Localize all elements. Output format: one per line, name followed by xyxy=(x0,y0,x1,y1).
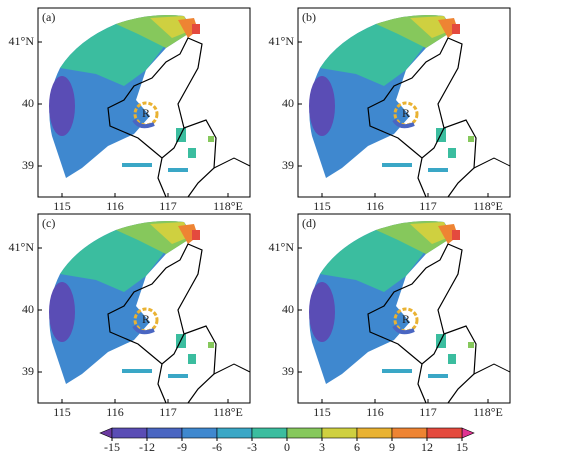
colorbar-segment xyxy=(426,427,463,439)
colorbar-segment xyxy=(251,427,288,439)
x-tick-label: 116 xyxy=(106,199,124,213)
x-tick-label: 115 xyxy=(313,405,331,419)
panel-label: (b) xyxy=(302,10,316,24)
panel-frame xyxy=(297,7,511,198)
x-tick-label: 118°E xyxy=(213,199,243,213)
x-tick-label: 117 xyxy=(419,199,437,213)
panel-label: (a) xyxy=(42,10,55,24)
map-panel: (b) R 115 116 117 118°E 41°N 40 39 xyxy=(269,7,512,213)
colorbar-tick-label: -9 xyxy=(177,440,187,454)
x-tick-label: 116 xyxy=(366,199,384,213)
radar-label: R xyxy=(402,312,410,326)
radar-label: R xyxy=(402,106,410,120)
colorbar-tick-label: -15 xyxy=(104,440,120,454)
x-tick-label: 118°E xyxy=(473,405,503,419)
colorbar-tick-label: 6 xyxy=(354,440,360,454)
colorbar-segment xyxy=(356,427,393,439)
x-tick-label: 116 xyxy=(106,405,124,419)
colorbar-tick-label: 12 xyxy=(421,440,433,454)
colorbar-segment xyxy=(181,427,218,439)
colorbar-segment xyxy=(321,427,358,439)
colorbar-segment xyxy=(111,427,148,439)
map-panel: (a) R 115 116 117 118°E 41°N 40 39 xyxy=(9,7,252,213)
x-tick-label: 115 xyxy=(313,199,331,213)
colorbar-segment xyxy=(146,427,183,439)
panel-frame xyxy=(37,7,251,198)
colorbar-end xyxy=(99,427,113,439)
colorbar-segment xyxy=(391,427,428,439)
colorbar-tick-label: -6 xyxy=(212,440,222,454)
y-tick-label: 39 xyxy=(22,158,34,172)
map-panel: (d) R 115 116 117 118°E 41°N 40 39 xyxy=(269,213,512,419)
colorbar-segment xyxy=(286,427,323,439)
x-tick-label: 118°E xyxy=(473,199,503,213)
radar-label: R xyxy=(142,312,150,326)
radar-label: R xyxy=(142,106,150,120)
panel-frame xyxy=(297,213,511,404)
y-tick-label: 39 xyxy=(282,364,294,378)
y-tick-label: 40 xyxy=(22,96,34,110)
colorbar-tick-label: -3 xyxy=(247,440,257,454)
y-tick-label: 41°N xyxy=(9,34,35,48)
y-tick-label: 40 xyxy=(282,302,294,316)
y-tick-label: 41°N xyxy=(269,240,295,254)
colorbar-end xyxy=(461,427,475,439)
y-tick-label: 39 xyxy=(22,364,34,378)
x-tick-label: 117 xyxy=(159,199,177,213)
y-tick-label: 40 xyxy=(22,302,34,316)
colorbar-tick-label: 0 xyxy=(284,440,290,454)
colorbar-segment xyxy=(216,427,253,439)
colorbar-tick-label: 15 xyxy=(456,440,468,454)
y-tick-label: 41°N xyxy=(269,34,295,48)
x-tick-label: 118°E xyxy=(213,405,243,419)
y-tick-label: 39 xyxy=(282,158,294,172)
x-tick-label: 115 xyxy=(53,405,71,419)
panel-frame xyxy=(37,213,251,404)
panel-label: (d) xyxy=(302,216,316,230)
x-tick-label: 117 xyxy=(159,405,177,419)
colorbar-tick-label: 3 xyxy=(319,440,325,454)
colorbar-tick-label: -12 xyxy=(139,440,155,454)
x-tick-label: 117 xyxy=(419,405,437,419)
colorbar-tick-label: 9 xyxy=(389,440,395,454)
x-tick-label: 116 xyxy=(366,405,384,419)
map-panel: (c) R 115 116 117 118°E 41°N 40 39 xyxy=(9,213,252,419)
x-tick-label: 115 xyxy=(53,199,71,213)
panel-label: (c) xyxy=(42,216,55,230)
y-tick-label: 41°N xyxy=(9,240,35,254)
y-tick-label: 40 xyxy=(282,96,294,110)
